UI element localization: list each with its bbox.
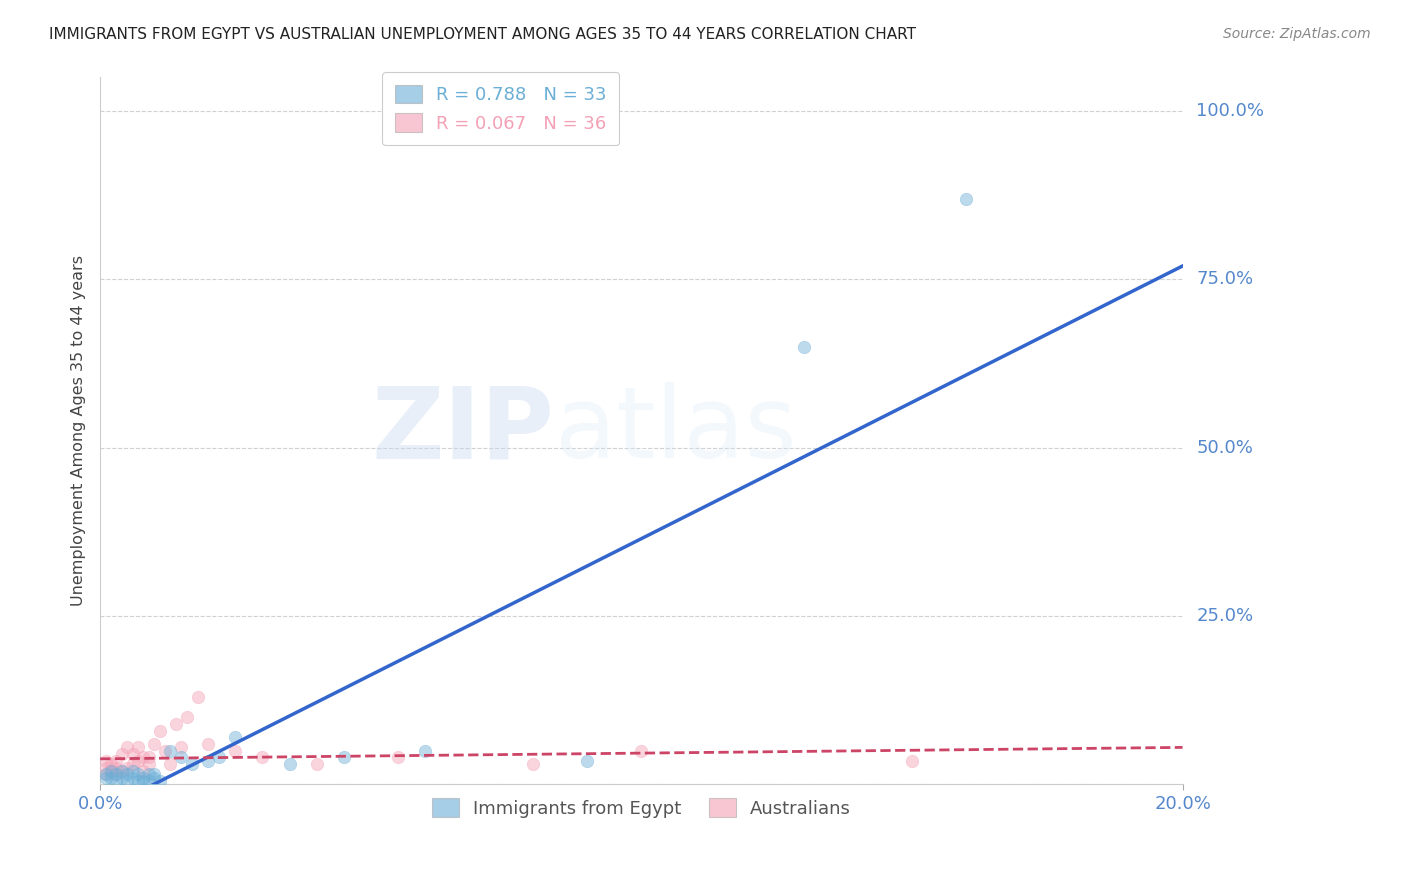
Text: 50.0%: 50.0% — [1197, 439, 1253, 457]
Point — [121, 747, 143, 761]
Point — [224, 744, 246, 758]
Point — [127, 767, 149, 781]
Point — [197, 737, 219, 751]
Point — [208, 750, 231, 764]
Point — [115, 767, 138, 781]
Point — [115, 774, 138, 789]
Point — [105, 761, 128, 775]
Point — [197, 754, 219, 768]
Point — [115, 761, 138, 775]
Point — [901, 754, 924, 768]
Point — [332, 750, 354, 764]
Text: atlas: atlas — [555, 383, 796, 479]
Text: 25.0%: 25.0% — [1197, 607, 1254, 625]
Point — [187, 690, 209, 704]
Point — [138, 767, 160, 781]
Point — [181, 757, 204, 772]
Point — [111, 764, 134, 778]
Y-axis label: Unemployment Among Ages 35 to 44 years: Unemployment Among Ages 35 to 44 years — [72, 255, 86, 607]
Point — [111, 771, 134, 785]
Point — [132, 764, 155, 778]
Text: 100.0%: 100.0% — [1197, 102, 1264, 120]
Point — [94, 754, 117, 768]
Point — [115, 740, 138, 755]
Point — [413, 744, 436, 758]
Point — [132, 771, 155, 785]
Point — [143, 767, 166, 781]
Point — [149, 723, 172, 738]
Point — [105, 767, 128, 781]
Point — [143, 737, 166, 751]
Point — [111, 764, 134, 778]
Point — [121, 764, 143, 778]
Point — [387, 750, 409, 764]
Point — [630, 744, 652, 758]
Point — [576, 754, 599, 768]
Point — [105, 767, 128, 781]
Point — [153, 744, 176, 758]
Point — [100, 771, 122, 785]
Point — [127, 774, 149, 789]
Point — [793, 340, 815, 354]
Point — [159, 744, 181, 758]
Point — [224, 731, 246, 745]
Point — [955, 192, 977, 206]
Point — [278, 757, 301, 772]
Point — [127, 740, 149, 755]
Point — [100, 764, 122, 778]
Point — [127, 754, 149, 768]
Point — [170, 740, 193, 755]
Point — [94, 771, 117, 785]
Point — [132, 774, 155, 789]
Text: IMMIGRANTS FROM EGYPT VS AUSTRALIAN UNEMPLOYMENT AMONG AGES 35 TO 44 YEARS CORRE: IMMIGRANTS FROM EGYPT VS AUSTRALIAN UNEM… — [49, 27, 917, 42]
Point — [159, 757, 181, 772]
Point — [305, 757, 328, 772]
Point — [176, 710, 198, 724]
Point — [111, 747, 134, 761]
Point — [170, 750, 193, 764]
Point — [105, 774, 128, 789]
Point — [149, 774, 172, 789]
Point — [138, 757, 160, 772]
Point — [138, 774, 160, 789]
Point — [143, 771, 166, 785]
Point — [138, 750, 160, 764]
Point — [94, 767, 117, 781]
Point — [121, 757, 143, 772]
Text: Source: ZipAtlas.com: Source: ZipAtlas.com — [1223, 27, 1371, 41]
Point — [94, 761, 117, 775]
Point — [121, 771, 143, 785]
Point — [252, 750, 274, 764]
Point — [94, 767, 117, 781]
Point — [100, 757, 122, 772]
Point — [105, 754, 128, 768]
Text: 75.0%: 75.0% — [1197, 270, 1254, 288]
Point — [100, 764, 122, 778]
Point — [522, 757, 544, 772]
Text: ZIP: ZIP — [371, 383, 555, 479]
Point — [165, 716, 187, 731]
Point — [132, 750, 155, 764]
Legend: Immigrants from Egypt, Australians: Immigrants from Egypt, Australians — [425, 791, 858, 825]
